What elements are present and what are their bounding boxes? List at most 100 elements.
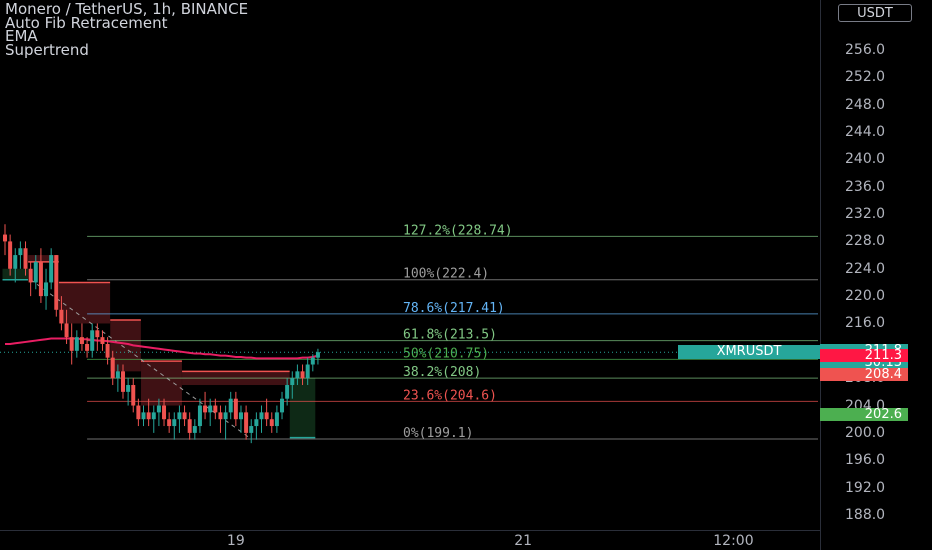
price-tick-label: 232.0	[845, 206, 886, 223]
candle-body-36	[187, 419, 192, 433]
chart-plot-area[interactable]: 127.2%(228.74) 100%(222.4) 78.6%(217.41) 61…	[0, 0, 820, 530]
candle-body-35	[182, 412, 187, 420]
candle-body-41	[213, 405, 218, 413]
candle-body-53	[274, 412, 279, 427]
candle-body-50	[259, 412, 264, 420]
candle-body-57	[295, 371, 300, 379]
indicator-supertrend[interactable]: Supertrend	[5, 40, 89, 59]
candle-body-10	[54, 255, 59, 310]
candle-body-42	[218, 412, 223, 420]
fib-level-label-2: 78.6%(217.41)	[403, 301, 505, 316]
candle-body-23	[120, 371, 125, 392]
fib-level-label-5: 38.2%(208)	[403, 365, 481, 380]
fib-level-label-4: 50%(210.75)	[403, 346, 489, 361]
candle-body-40	[208, 405, 213, 413]
supertrend-fill-4	[141, 361, 182, 406]
candle-body-30	[156, 405, 161, 413]
price-tick-label: 200.0	[845, 424, 886, 441]
candle-body-14	[74, 337, 79, 351]
candle-body-60	[310, 357, 315, 365]
candle-body-51	[264, 412, 269, 420]
price-tick-label: 192.0	[845, 479, 886, 496]
candle-body-25	[131, 385, 136, 406]
candle-body-31	[162, 405, 167, 420]
time-tick-label: 21	[514, 533, 533, 549]
candle-body-52	[269, 419, 274, 427]
candle-body-2	[13, 255, 18, 269]
supertrend-fill-6	[289, 378, 316, 438]
candle-body-7	[38, 261, 43, 297]
price-tick-label: 216.0	[845, 315, 886, 332]
candle-body-0	[3, 234, 7, 242]
candle-body-11	[59, 309, 64, 324]
price-tick-label: 256.0	[845, 41, 886, 58]
candle-body-8	[44, 282, 49, 297]
candle-body-39	[203, 405, 208, 413]
price-tick-label: 248.0	[845, 96, 886, 113]
candle-body-59	[305, 364, 310, 379]
candle-body-19	[100, 337, 105, 344]
price-tick-label: 220.0	[845, 288, 886, 305]
candle-body-61	[315, 352, 320, 358]
supertrend-fill-1	[28, 255, 59, 262]
candle-body-20	[105, 343, 110, 358]
candle-body-24	[126, 385, 131, 392]
candle-body-48	[249, 426, 254, 433]
candle-body-46	[238, 412, 243, 420]
fib-level-label-3: 61.8%(213.5)	[403, 328, 497, 343]
candle-body-22	[115, 371, 120, 379]
candle-body-49	[254, 419, 259, 427]
price-tick-label: 224.0	[845, 260, 886, 277]
price-tick-label: 188.0	[845, 506, 886, 523]
time-tick-label: 19	[226, 533, 245, 549]
price-tick-label: 252.0	[845, 69, 886, 86]
fib-level-label-6: 23.6%(204.6)	[403, 388, 497, 403]
candle-body-21	[110, 357, 115, 379]
candle-body-18	[95, 330, 100, 338]
price-tick-label: 244.0	[845, 123, 886, 140]
indicator-ema[interactable]: EMA	[5, 27, 38, 45]
candle-body-26	[136, 405, 141, 420]
candle-body-34	[177, 412, 182, 420]
candle-body-17	[90, 330, 95, 351]
candle-body-12	[64, 323, 69, 338]
price-tick-label: 196.0	[845, 452, 886, 469]
candle-body-58	[300, 371, 305, 379]
candle-body-47	[244, 412, 249, 433]
candle-body-28	[146, 412, 151, 420]
price-tag: 211.3	[820, 348, 908, 362]
candle-body-16	[85, 343, 90, 351]
symbol-title[interactable]: Monero / TetherUS, 1h, BINANCE	[5, 0, 249, 18]
price-tag: 202.6	[820, 408, 908, 422]
candle-body-6	[33, 261, 38, 283]
candle-body-38	[197, 405, 202, 427]
candle-body-15	[79, 337, 84, 344]
fib-level-label-7: 0%(199.1)	[403, 426, 473, 441]
candle-body-43	[223, 412, 228, 420]
candle-body-27	[141, 412, 146, 420]
fib-trend-line	[30, 279, 252, 440]
candle-body-54	[280, 398, 285, 413]
ema-line	[5, 337, 319, 360]
indicator-fib[interactable]: Auto Fib Retracement	[5, 13, 168, 32]
supertrend-fill-2	[58, 282, 111, 324]
price-tick-label: 236.0	[845, 178, 886, 195]
candle-body-55	[285, 385, 290, 399]
currency-button[interactable]: USDT	[838, 4, 912, 22]
time-axis[interactable]: 19 21 12:00	[0, 530, 820, 550]
candle-body-9	[49, 255, 54, 283]
candle-body-3	[18, 248, 23, 256]
candle-body-56	[290, 378, 295, 386]
candle-body-33	[172, 419, 177, 427]
candle-body-32	[167, 419, 172, 427]
symbol-price-label: XMRUSDT	[678, 345, 820, 360]
candle-body-13	[69, 337, 74, 351]
candle-body-45	[233, 398, 238, 420]
price-tick-label: 228.0	[845, 233, 886, 250]
price-tag: 208.4	[820, 368, 908, 382]
candle-body-1	[8, 241, 13, 269]
price-axis[interactable]	[820, 0, 932, 550]
fib-level-label-1: 100%(222.4)	[403, 267, 489, 282]
candle-body-5	[28, 268, 33, 283]
